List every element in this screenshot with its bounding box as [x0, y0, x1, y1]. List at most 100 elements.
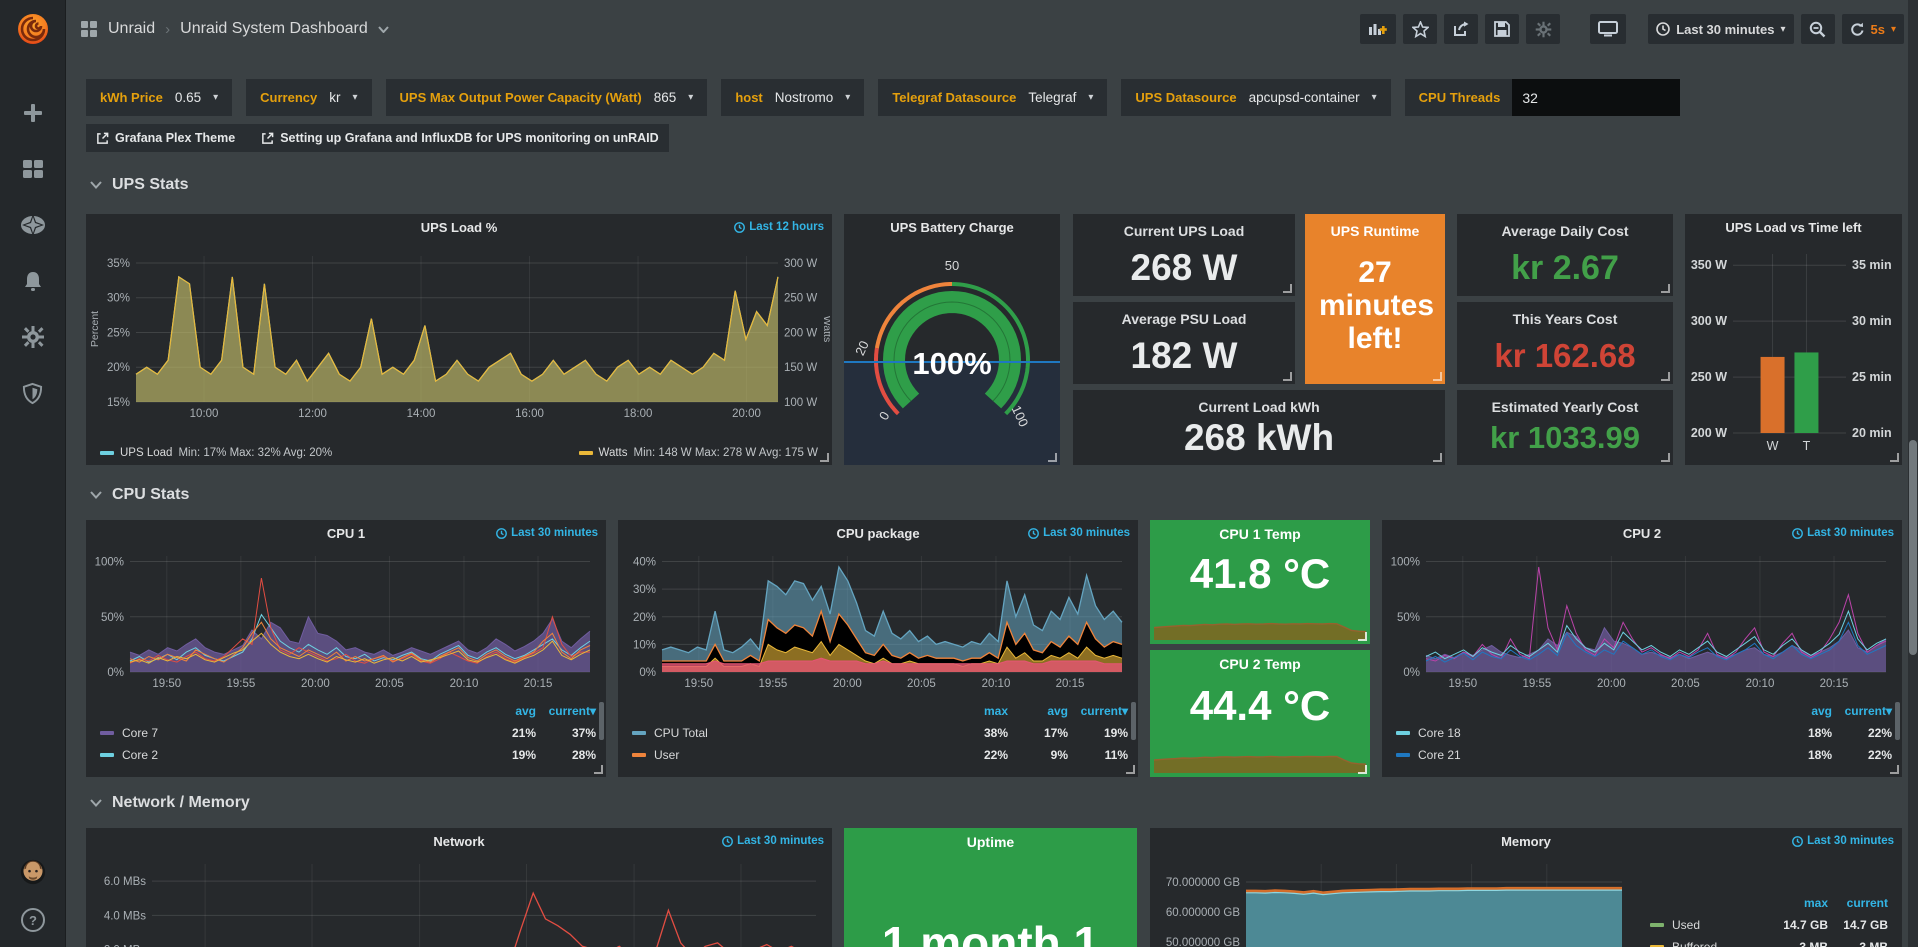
page-scrollbar-thumb[interactable]: [1909, 440, 1917, 655]
legend-series-name[interactable]: Used: [1650, 918, 1768, 932]
zoom-out-time-button[interactable]: [1800, 14, 1835, 44]
legend-column-header[interactable]: current▾: [1844, 704, 1892, 718]
ups-load-vs-time-chart[interactable]: 350 W 35 min 300 W 30 min 250 W 25 min 200 W 20…: [1687, 238, 1900, 461]
cpu1-chart[interactable]: 19:50 19:55 20:00 20:05 20:10 20:15 100% 50% 0%: [88, 542, 604, 694]
help-icon[interactable]: ?: [20, 907, 46, 933]
legend-series-name[interactable]: Watts: [598, 447, 628, 459]
panel-timerange[interactable]: Last 12 hours: [734, 221, 824, 233]
panel-title[interactable]: Average Daily Cost: [1501, 223, 1629, 239]
grafana-logo[interactable]: [0, 0, 66, 58]
legend-column-header[interactable]: max: [983, 704, 1008, 718]
ups-load-chart[interactable]: 10:00 12:00 14:00 16:00 18:00 20:00 35% 300 W 30…: [88, 236, 833, 428]
panel-title[interactable]: Uptime: [966, 834, 1015, 850]
panel-title[interactable]: Network: [433, 834, 485, 849]
dashboard-settings-button[interactable]: [1526, 14, 1561, 44]
panel-title[interactable]: CPU 1: [326, 526, 366, 541]
panel-title[interactable]: CPU 1 Temp: [1219, 526, 1301, 542]
legend-series-name[interactable]: CPU Total: [632, 726, 948, 740]
legend-column-header[interactable]: avg: [1811, 704, 1832, 718]
battery-gauge[interactable]: 0 20 50 100: [844, 242, 1060, 442]
section-header-network-memory[interactable]: Network / Memory: [90, 794, 250, 812]
cpu-package-chart[interactable]: 19:50 19:55 20:00 20:05 20:10 20:15 40% 30% 20% 1…: [620, 542, 1136, 694]
panel-title[interactable]: This Years Cost: [1512, 311, 1618, 327]
panel-title[interactable]: Estimated Yearly Cost: [1491, 399, 1639, 415]
variable-value[interactable]: 0.65: [174, 90, 202, 105]
variable-value[interactable]: Telegraf: [1028, 90, 1077, 105]
variable-value[interactable]: apcupsd-container: [1248, 90, 1360, 105]
network-chart[interactable]: 6.0 MBs 4.0 MBs 2.0 MBs: [88, 850, 830, 947]
panel-title[interactable]: CPU 2: [1622, 526, 1662, 541]
panel-title[interactable]: UPS Runtime: [1330, 223, 1420, 239]
variable-ups-max-output-power-capacity-watt-[interactable]: UPS Max Output Power Capacity (Watt) 865 ▾: [385, 79, 708, 116]
add-panel-button[interactable]: [1360, 14, 1397, 44]
panel-timerange[interactable]: Last 30 minutes: [722, 835, 824, 847]
legend-scrollbar[interactable]: [599, 702, 604, 740]
legend-column-header[interactable]: avg: [515, 704, 536, 718]
legend-series-name[interactable]: Buffered: [1650, 940, 1768, 947]
panel-title[interactable]: UPS Load vs Time left: [1725, 220, 1862, 235]
variable-value[interactable]: 865: [653, 90, 677, 105]
panel-title[interactable]: CPU 2 Temp: [1219, 656, 1301, 672]
panel-timerange[interactable]: Last 30 minutes: [1028, 527, 1130, 539]
variable-telegraf-datasource[interactable]: Telegraf Datasource Telegraf ▾: [878, 79, 1108, 116]
legend-column-header[interactable]: max: [1803, 896, 1828, 910]
create-plus-icon[interactable]: [20, 100, 46, 126]
explore-compass-icon[interactable]: [20, 212, 46, 238]
configuration-gear-icon[interactable]: [20, 324, 46, 350]
dashboard-link[interactable]: Setting up Grafana and InfluxDB for UPS …: [261, 131, 659, 145]
variable-input[interactable]: [1512, 79, 1681, 116]
panel-timerange[interactable]: Last 30 minutes: [1792, 835, 1894, 847]
share-dashboard-button[interactable]: [1444, 14, 1479, 44]
breadcrumb-folder[interactable]: Unraid: [108, 20, 156, 37]
panel-title[interactable]: CPU package: [836, 526, 920, 541]
panel-timerange[interactable]: Last 30 minutes: [1792, 527, 1894, 539]
alerting-bell-icon[interactable]: [20, 268, 46, 294]
legend-series-name[interactable]: Core 7: [100, 726, 476, 740]
breadcrumb-dashboard-title[interactable]: Unraid System Dashboard: [180, 20, 368, 37]
dashboards-icon[interactable]: [20, 156, 46, 182]
section-header-cpu-stats[interactable]: CPU Stats: [90, 486, 189, 504]
legend-series-name[interactable]: UPS Load: [120, 447, 173, 459]
variable-host[interactable]: host Nostromo ▾: [721, 79, 865, 116]
variable-ups-datasource[interactable]: UPS Datasource apcupsd-container ▾: [1121, 79, 1391, 116]
legend-series-name[interactable]: User: [632, 748, 948, 762]
legend-series-name[interactable]: Core 2: [100, 748, 476, 762]
panel-title[interactable]: Current UPS Load: [1123, 223, 1245, 239]
cpu2-chart[interactable]: 19:50 19:55 20:00 20:05 20:10 20:15 100% 50% 0%: [1384, 542, 1900, 694]
variable-value[interactable]: Nostromo: [774, 90, 834, 105]
legend-scrollbar[interactable]: [1131, 702, 1136, 740]
variable-currency[interactable]: Currency kr ▾: [246, 79, 372, 116]
legend-column-header[interactable]: avg: [1047, 704, 1068, 718]
legend-scrollbar[interactable]: [1895, 702, 1900, 740]
page-scrollbar[interactable]: [1908, 0, 1918, 947]
panel-title[interactable]: Memory: [1501, 834, 1551, 849]
variable-kwh-price[interactable]: kWh Price 0.65 ▾: [86, 79, 233, 116]
legend-column-header[interactable]: current▾: [548, 704, 596, 718]
cycle-view-mode-button[interactable]: [1590, 14, 1627, 44]
server-admin-shield-icon[interactable]: [20, 380, 46, 406]
legend-series-name[interactable]: Core 18: [1396, 726, 1772, 740]
legend-column-header[interactable]: current▾: [1080, 704, 1128, 718]
legend-series-name[interactable]: Core 21: [1396, 748, 1772, 762]
legend-column-header[interactable]: current: [1846, 896, 1888, 910]
star-dashboard-button[interactable]: [1403, 14, 1438, 44]
panel-title[interactable]: Average PSU Load: [1121, 311, 1247, 327]
time-range-picker[interactable]: Last 30 minutes ▾: [1648, 14, 1794, 44]
section-header-ups-stats[interactable]: UPS Stats: [90, 176, 188, 194]
refresh-picker[interactable]: 5s ▾: [1841, 14, 1904, 44]
save-dashboard-button[interactable]: [1485, 14, 1520, 44]
memory-chart[interactable]: 70.000000 GB 60.000000 GB 50.000000 GB: [1152, 850, 1630, 947]
panel-title[interactable]: UPS Battery Charge: [890, 220, 1014, 235]
panel-title[interactable]: Current Load kWh: [1198, 399, 1320, 415]
dashboard-link[interactable]: Grafana Plex Theme: [96, 131, 235, 145]
variable-value[interactable]: kr: [329, 90, 341, 105]
variable-cpu-threads[interactable]: CPU Threads: [1404, 79, 1681, 116]
chevron-down-icon: ▾: [1371, 92, 1377, 103]
dashboard-picker-caret-icon[interactable]: [378, 25, 389, 33]
stat-value: 182 W: [1130, 335, 1238, 376]
panel-title[interactable]: UPS Load %: [420, 220, 498, 235]
legend-item[interactable]: Watts Min: 148 W Max: 278 W Avg: 175 W: [578, 447, 818, 459]
user-avatar[interactable]: [20, 859, 46, 885]
legend-item[interactable]: UPS Load Min: 17% Max: 32% Avg: 20%: [100, 447, 332, 459]
panel-timerange[interactable]: Last 30 minutes: [496, 527, 598, 539]
